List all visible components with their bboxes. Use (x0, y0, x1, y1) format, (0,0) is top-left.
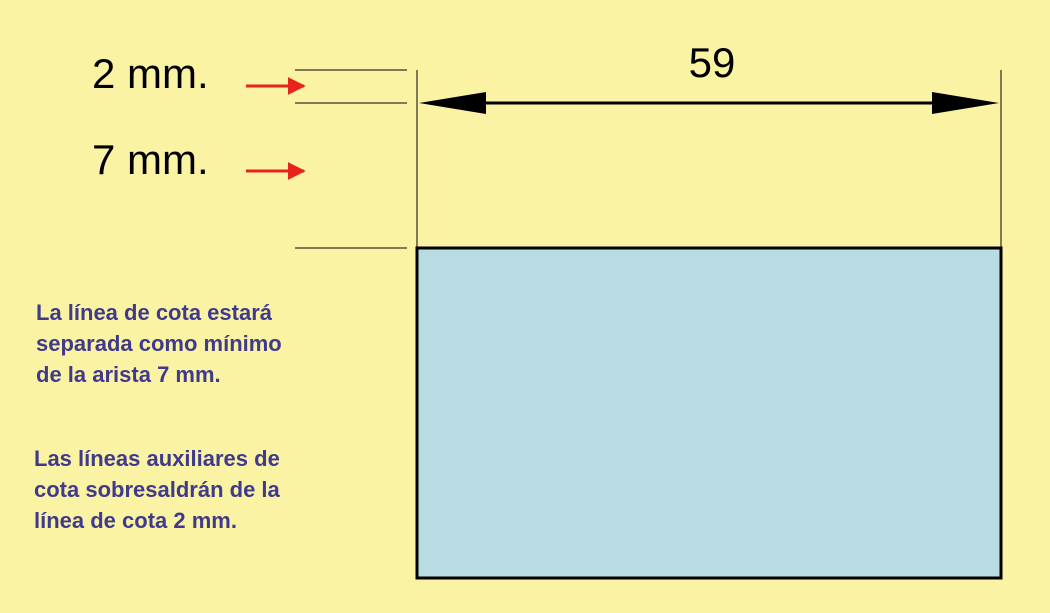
note-dimension-line: La línea de cota estará separada como mí… (36, 297, 282, 390)
note-line: La línea de cota estará (36, 300, 272, 325)
note-line: Las líneas auxiliares de (34, 446, 280, 471)
offset-label: 7 mm. (92, 136, 209, 183)
arrowhead-left (419, 92, 486, 114)
note-line: cota sobresaldrán de la (34, 477, 280, 502)
note-line: línea de cota 2 mm. (34, 508, 237, 533)
note-line: separada como mínimo (36, 331, 282, 356)
note-line: de la arista 7 mm. (36, 362, 221, 387)
note-extension-lines: Las líneas auxiliares de cota sobresaldr… (34, 443, 280, 536)
arrowhead-right (932, 92, 999, 114)
drawn-part (415, 246, 1003, 580)
dimension-value: 59 (689, 39, 736, 86)
overhang-label: 2 mm. (92, 50, 209, 97)
